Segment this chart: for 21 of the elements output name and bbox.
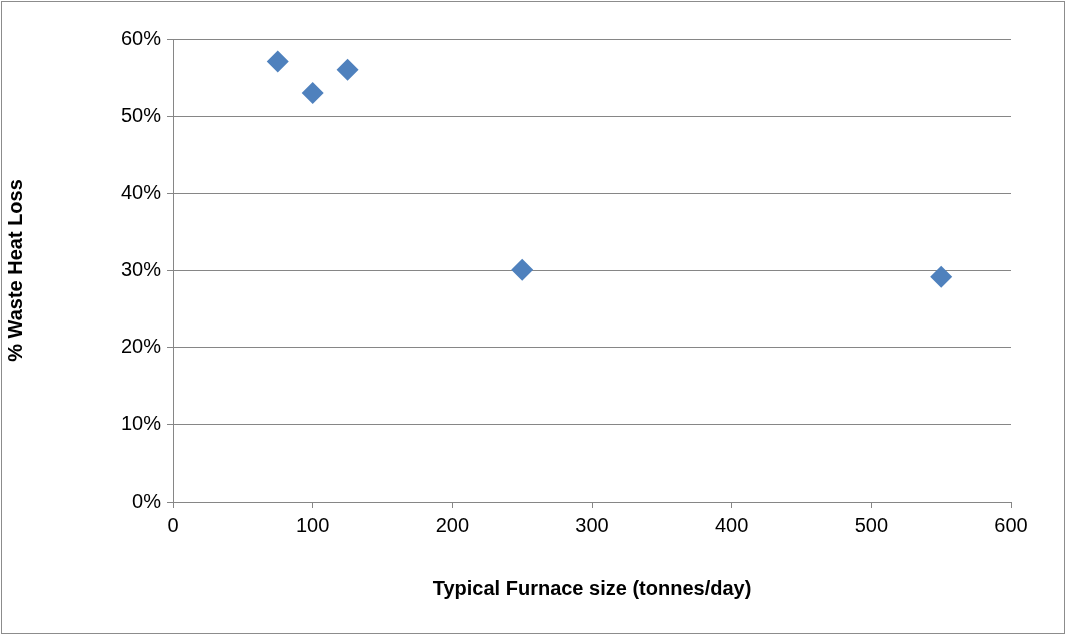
x-tick-label: 100 — [295, 513, 330, 536]
y-tick-label: 50% — [120, 103, 162, 126]
y-axis-title: % Waste Heat Loss — [3, 179, 26, 362]
point — [930, 265, 953, 288]
x-tick-label: 0 — [167, 513, 179, 536]
x-tick-label: 300 — [575, 513, 609, 536]
x-tick-label: 200 — [435, 513, 470, 536]
y-tick-label: 20% — [120, 335, 162, 358]
x-tick-label: 500 — [854, 513, 889, 536]
point — [301, 82, 324, 105]
y-tick-label: 10% — [120, 412, 162, 435]
y-tick-label: 60% — [120, 26, 162, 49]
y-tick-label: 40% — [120, 180, 162, 203]
x-tick-label: 600 — [994, 513, 1028, 536]
point — [511, 258, 534, 281]
point — [336, 58, 359, 81]
point — [266, 50, 289, 73]
x-tick-label: 400 — [714, 513, 749, 536]
y-tick-label: 0% — [132, 489, 162, 512]
x-axis-title: Typical Furnace size (tonnes/day) — [432, 576, 752, 599]
y-tick-label: 30% — [120, 258, 162, 281]
